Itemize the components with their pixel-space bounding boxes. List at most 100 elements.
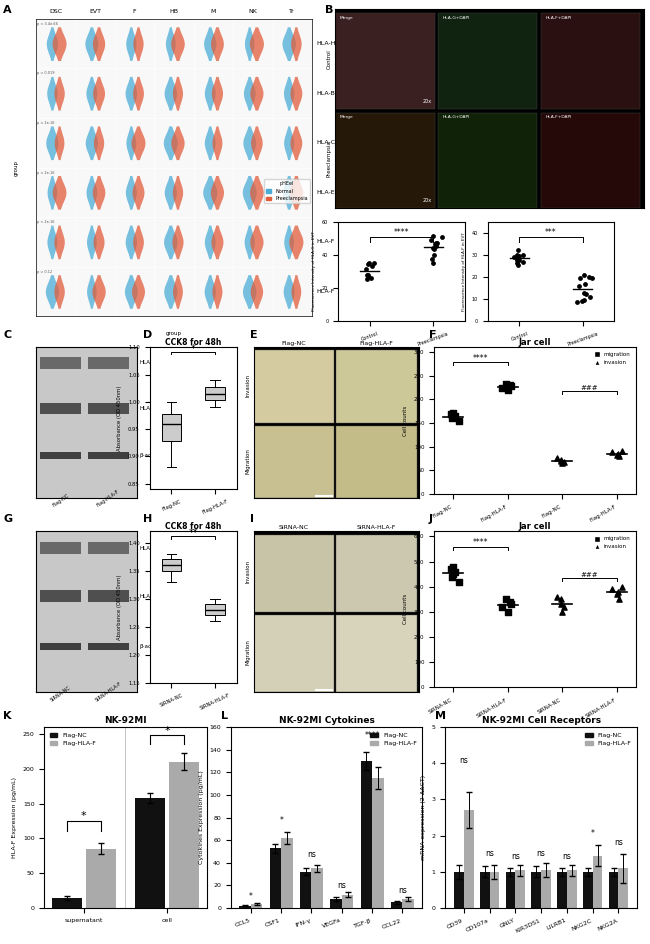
Text: HLA-G: HLA-G xyxy=(140,594,157,598)
Bar xyxy=(583,872,593,908)
Text: Migration: Migration xyxy=(245,447,250,474)
Text: ns: ns xyxy=(614,837,623,847)
Text: D: D xyxy=(143,330,152,341)
Point xyxy=(367,259,378,274)
Bar xyxy=(254,350,334,423)
Text: *: * xyxy=(280,817,283,825)
Bar xyxy=(337,426,417,498)
Bar xyxy=(335,13,435,109)
Point xyxy=(500,377,511,392)
Bar xyxy=(86,849,116,908)
Text: HLA-E: HLA-E xyxy=(316,190,335,194)
Point xyxy=(552,589,563,604)
Text: Preeclampsia: Preeclampsia xyxy=(327,140,332,177)
Bar xyxy=(88,590,129,602)
Point xyxy=(454,574,464,589)
Title: CCK8 for 48h: CCK8 for 48h xyxy=(165,338,222,346)
Bar xyxy=(506,872,515,908)
Bar xyxy=(515,870,525,908)
Legend: Normal, Preeclampsia: Normal, Preeclampsia xyxy=(265,179,309,203)
Text: HLA-G+DAPI: HLA-G+DAPI xyxy=(443,16,470,21)
Point xyxy=(430,239,441,254)
Bar xyxy=(454,872,463,908)
Point xyxy=(579,286,590,301)
Point xyxy=(512,252,523,267)
Point xyxy=(363,256,374,271)
Point xyxy=(427,228,437,244)
Bar xyxy=(88,358,129,368)
Point xyxy=(556,604,567,619)
Y-axis label: Cell counts: Cell counts xyxy=(404,594,408,625)
Point xyxy=(556,453,567,468)
Text: M: M xyxy=(436,711,447,721)
Legend: Flag-NC, Flag-HLA-F: Flag-NC, Flag-HLA-F xyxy=(368,730,419,749)
Point xyxy=(506,379,516,394)
PathPatch shape xyxy=(205,387,225,400)
Point xyxy=(577,293,587,308)
Point xyxy=(448,410,458,425)
Bar xyxy=(337,534,417,612)
Bar xyxy=(480,872,489,908)
Text: EVT: EVT xyxy=(89,9,101,14)
Bar xyxy=(342,895,353,908)
Point xyxy=(432,235,442,250)
Point xyxy=(428,247,439,262)
Bar xyxy=(361,761,372,908)
Text: HLA-F: HLA-F xyxy=(316,240,335,244)
Point xyxy=(447,569,457,584)
Title: CCK8 for 48h: CCK8 for 48h xyxy=(165,522,222,531)
Text: J: J xyxy=(429,514,433,525)
Point xyxy=(617,580,627,595)
Legend: migration, invasion: migration, invasion xyxy=(589,534,633,551)
Y-axis label: mRNA expression (2-ΔΔCT): mRNA expression (2-ΔΔCT) xyxy=(421,775,426,860)
Text: p < 3.4e-66: p < 3.4e-66 xyxy=(37,22,58,25)
Bar xyxy=(254,615,334,692)
Text: group: group xyxy=(14,160,19,176)
Text: Flag-NC: Flag-NC xyxy=(281,341,306,346)
Point xyxy=(361,268,372,283)
Text: Flag-HLA-F: Flag-HLA-F xyxy=(96,489,120,509)
Bar xyxy=(531,872,541,908)
Point xyxy=(431,235,441,250)
Text: E: E xyxy=(250,330,258,341)
Point xyxy=(552,450,563,465)
Point xyxy=(556,455,567,470)
Bar xyxy=(541,112,640,208)
Point xyxy=(587,270,597,285)
Text: G: G xyxy=(3,514,12,525)
Point xyxy=(514,252,524,267)
Bar xyxy=(169,762,200,908)
Point xyxy=(449,565,460,580)
Text: F: F xyxy=(429,330,437,341)
Point xyxy=(445,562,456,577)
Text: NK: NK xyxy=(248,9,257,14)
Point xyxy=(614,592,624,607)
Point xyxy=(512,247,523,262)
Y-axis label: Cell counts: Cell counts xyxy=(404,405,408,436)
Point xyxy=(612,587,622,602)
Point xyxy=(426,252,437,267)
Point xyxy=(558,454,569,469)
Text: ns: ns xyxy=(485,849,494,857)
Point xyxy=(513,257,523,272)
Title: Jar cell: Jar cell xyxy=(519,338,551,346)
Text: p = 0.12: p = 0.12 xyxy=(37,270,53,274)
Point xyxy=(500,592,511,607)
Bar xyxy=(391,902,402,908)
Bar xyxy=(337,615,417,692)
Bar xyxy=(608,872,619,908)
Bar xyxy=(489,872,499,908)
Text: ns: ns xyxy=(511,852,520,861)
Point xyxy=(581,287,592,302)
Point xyxy=(497,599,507,615)
Point xyxy=(364,256,374,271)
PathPatch shape xyxy=(162,560,181,570)
Text: DSC: DSC xyxy=(49,9,62,14)
Point xyxy=(454,413,464,428)
Point xyxy=(573,278,584,294)
Text: β-actin: β-actin xyxy=(140,644,159,649)
Point xyxy=(571,295,582,310)
Point xyxy=(502,604,513,619)
Point xyxy=(612,447,622,463)
Bar xyxy=(51,898,82,908)
